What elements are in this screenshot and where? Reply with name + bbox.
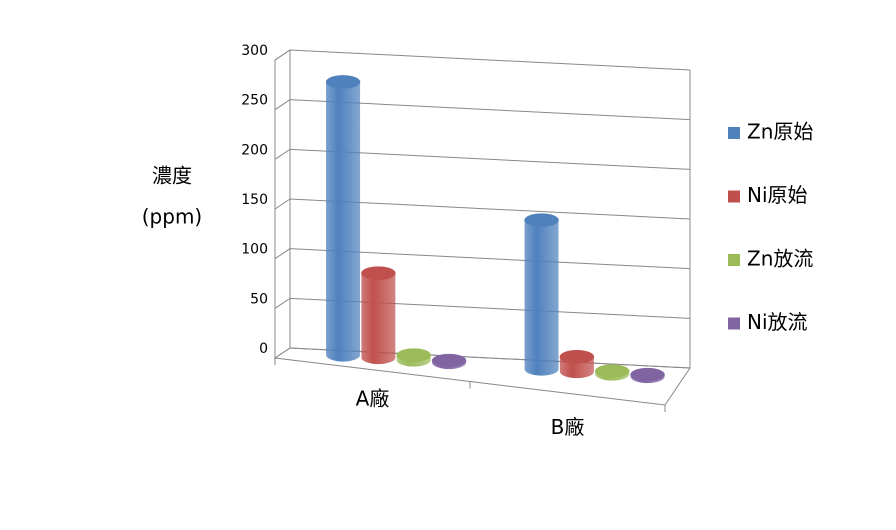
legend-swatch	[728, 254, 740, 266]
legend-label: Ni原始	[747, 183, 808, 207]
y-tick-label: 150	[241, 192, 268, 208]
bar	[361, 266, 396, 365]
y-label: (ppm)	[142, 205, 202, 229]
grid-line	[274, 49, 691, 71]
bar-body	[361, 273, 396, 365]
legend-swatch	[728, 190, 740, 203]
bar-top	[325, 75, 361, 89]
bar	[431, 353, 467, 370]
legend-label: Zn放流	[747, 247, 813, 271]
bar-top	[396, 348, 431, 362]
x-tick-label: A廠	[356, 386, 390, 410]
legend-label: Ni放流	[747, 310, 808, 334]
bar-top	[559, 349, 595, 364]
bar-top	[630, 367, 665, 382]
y-tick-label: 250	[241, 93, 268, 109]
legend-swatch	[728, 127, 740, 139]
bar	[396, 348, 431, 367]
bar	[325, 75, 361, 362]
bar	[594, 364, 630, 381]
y-label: 濃度	[152, 164, 192, 188]
grid-line	[274, 99, 691, 121]
y-tick-label: 0	[259, 341, 268, 357]
grid-line	[274, 148, 691, 170]
y-tick-label: 200	[241, 142, 268, 158]
y-tick-label: 300	[241, 43, 268, 59]
bar	[630, 367, 665, 384]
bar	[524, 213, 559, 376]
bar-top	[361, 266, 396, 280]
bar-top	[594, 364, 630, 378]
bar-body	[326, 81, 361, 362]
bar-top	[431, 353, 467, 368]
y-tick-label: 100	[241, 242, 268, 258]
grid-line	[274, 198, 691, 220]
legend-swatch	[728, 317, 740, 330]
bar-top	[524, 213, 559, 227]
bar-body	[524, 220, 559, 376]
x-tick-label: B廠	[551, 415, 585, 439]
bar	[559, 349, 595, 379]
y-tick-label: 50	[250, 291, 268, 307]
legend-label: Zn原始	[747, 120, 813, 144]
